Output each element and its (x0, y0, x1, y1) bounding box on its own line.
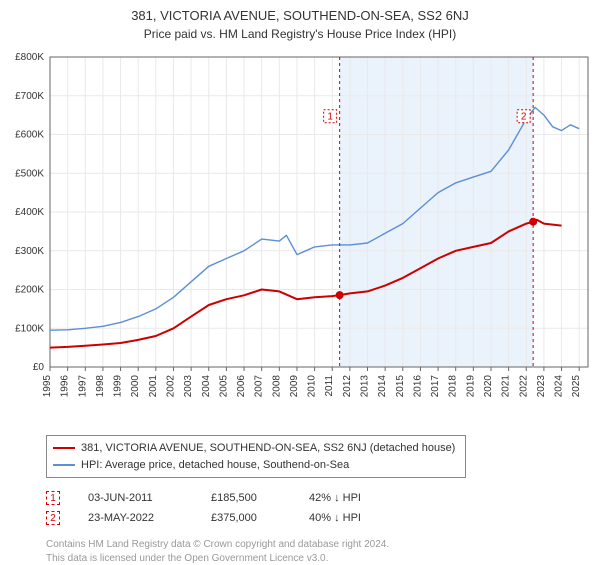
legend-swatch (53, 447, 75, 449)
footer-attribution: Contains HM Land Registry data © Crown c… (46, 538, 600, 565)
svg-text:2016: 2016 (412, 375, 423, 398)
svg-text:2019: 2019 (465, 375, 476, 398)
svg-text:2013: 2013 (360, 375, 371, 398)
sale-price: £375,000 (211, 512, 281, 524)
svg-text:£100K: £100K (15, 323, 44, 334)
sale-price: £185,500 (211, 492, 281, 504)
svg-text:2003: 2003 (183, 375, 194, 398)
svg-text:£800K: £800K (15, 52, 44, 63)
svg-text:1: 1 (327, 112, 333, 123)
svg-text:2018: 2018 (448, 375, 459, 398)
svg-text:2015: 2015 (395, 375, 406, 398)
legend-label: 381, VICTORIA AVENUE, SOUTHEND-ON-SEA, S… (81, 440, 455, 457)
svg-text:£200K: £200K (15, 285, 44, 296)
svg-text:2025: 2025 (571, 375, 582, 398)
svg-text:£500K: £500K (15, 168, 44, 179)
chart-subtitle: Price paid vs. HM Land Registry's House … (0, 23, 600, 47)
sale-pct: 42% ↓ HPI (309, 492, 389, 504)
svg-text:2024: 2024 (554, 375, 565, 398)
svg-text:2023: 2023 (536, 375, 547, 398)
sale-row: 1 03-JUN-2011 £185,500 42% ↓ HPI (46, 488, 600, 508)
svg-text:2004: 2004 (201, 375, 212, 398)
svg-text:2001: 2001 (148, 375, 159, 398)
svg-text:2021: 2021 (501, 375, 512, 398)
svg-text:2010: 2010 (307, 375, 318, 398)
svg-text:2011: 2011 (324, 375, 335, 397)
svg-text:2006: 2006 (236, 375, 247, 398)
sale-date: 03-JUN-2011 (88, 492, 183, 504)
footer-line-1: Contains HM Land Registry data © Crown c… (46, 538, 600, 552)
sale-badge: 2 (46, 511, 60, 525)
svg-text:2022: 2022 (518, 375, 529, 398)
line-chart: £0 £100K £200K £300K £400K £500K £600K £700K £80… (0, 47, 600, 427)
svg-text:2008: 2008 (271, 375, 282, 398)
svg-text:£400K: £400K (15, 207, 44, 218)
sale-date: 23-MAY-2022 (88, 512, 183, 524)
svg-text:2007: 2007 (254, 375, 265, 398)
legend-swatch (53, 464, 75, 466)
svg-text:£300K: £300K (15, 246, 44, 257)
legend-label: HPI: Average price, detached house, Sout… (81, 457, 349, 474)
svg-text:2014: 2014 (377, 375, 388, 398)
svg-text:1997: 1997 (77, 375, 88, 398)
svg-text:£700K: £700K (15, 91, 44, 102)
svg-text:2002: 2002 (165, 375, 176, 398)
svg-text:£0: £0 (33, 362, 45, 373)
footer-line-2: This data is licensed under the Open Gov… (46, 552, 600, 565)
svg-text:2000: 2000 (130, 375, 141, 398)
chart-area: £0 £100K £200K £300K £400K £500K £600K £700K £80… (0, 47, 600, 427)
svg-text:2020: 2020 (483, 375, 494, 398)
sale-pct: 40% ↓ HPI (309, 512, 389, 524)
svg-text:2005: 2005 (218, 375, 229, 398)
chart-title: 381, VICTORIA AVENUE, SOUTHEND-ON-SEA, S… (0, 0, 600, 23)
legend-row: HPI: Average price, detached house, Sout… (53, 457, 459, 474)
svg-text:2009: 2009 (289, 375, 300, 398)
svg-text:2: 2 (521, 112, 527, 123)
legend: 381, VICTORIA AVENUE, SOUTHEND-ON-SEA, S… (46, 435, 466, 478)
sale-badge: 1 (46, 491, 60, 505)
svg-text:1996: 1996 (60, 375, 71, 398)
legend-row: 381, VICTORIA AVENUE, SOUTHEND-ON-SEA, S… (53, 440, 459, 457)
svg-text:£600K: £600K (15, 130, 44, 141)
svg-text:1999: 1999 (113, 375, 124, 398)
svg-text:1998: 1998 (95, 375, 106, 398)
svg-text:1995: 1995 (42, 375, 53, 398)
sales-table: 1 03-JUN-2011 £185,500 42% ↓ HPI 2 23-MAY-202… (46, 488, 600, 528)
svg-text:2012: 2012 (342, 375, 353, 398)
sale-row: 2 23-MAY-2022 £375,000 40% ↓ HPI (46, 508, 600, 528)
svg-text:2017: 2017 (430, 375, 441, 398)
